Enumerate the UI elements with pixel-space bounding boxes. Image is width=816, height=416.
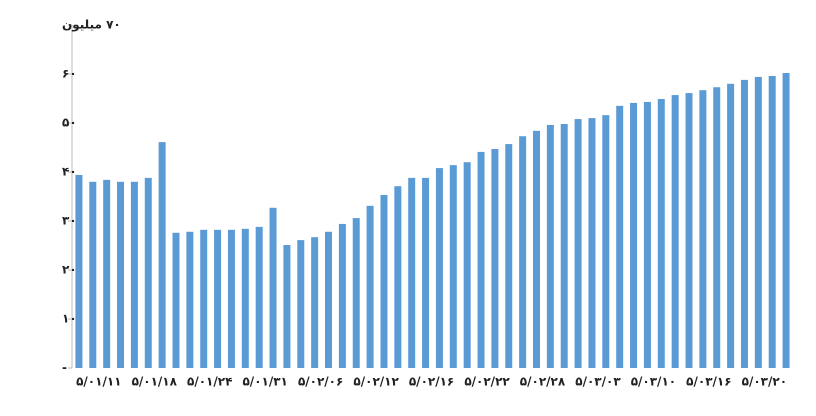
bar bbox=[768, 75, 776, 369]
bar bbox=[657, 98, 665, 369]
bar bbox=[75, 174, 83, 368]
bar bbox=[713, 87, 721, 368]
bar bbox=[630, 102, 638, 368]
x-tick-label: ۵/۰۳/۱۶ bbox=[686, 375, 731, 389]
bar bbox=[227, 229, 235, 368]
bar bbox=[255, 226, 263, 368]
y-tick-label: ۶۰ bbox=[62, 67, 77, 81]
bar bbox=[144, 177, 152, 368]
bar bbox=[754, 76, 762, 368]
bar bbox=[588, 118, 596, 368]
x-tick-label: ۵/۰۲/۱۲ bbox=[353, 375, 399, 389]
bar bbox=[380, 195, 388, 368]
bar bbox=[699, 90, 707, 369]
y-tick-label: ۳۰ bbox=[62, 214, 77, 228]
x-tick-label: ۵/۰۳/۱۰ bbox=[631, 375, 676, 389]
bar bbox=[158, 142, 166, 368]
bar bbox=[103, 179, 111, 368]
bar bbox=[186, 231, 194, 368]
bar bbox=[422, 177, 430, 368]
bar bbox=[532, 130, 540, 368]
bar bbox=[449, 165, 457, 368]
bar bbox=[366, 205, 374, 368]
bar bbox=[560, 123, 568, 368]
bar bbox=[130, 181, 138, 368]
y-tick-label: ۲۰ bbox=[62, 263, 77, 277]
bar bbox=[519, 136, 527, 368]
x-tick-label: ۵/۰۲/۲۸ bbox=[520, 375, 566, 389]
bar bbox=[602, 115, 610, 368]
bar bbox=[241, 228, 249, 368]
y-tick-label: ۱۰ bbox=[62, 312, 77, 326]
bar bbox=[117, 181, 125, 368]
bar bbox=[311, 237, 319, 368]
y-tick-label: ۷۰ میلیون bbox=[62, 18, 121, 33]
bar bbox=[574, 119, 582, 368]
bar bbox=[782, 73, 790, 369]
bar bbox=[200, 229, 208, 368]
x-tick-label: ۵/۰۱/۱۱ bbox=[76, 375, 121, 389]
bar bbox=[172, 232, 180, 368]
bar bbox=[297, 240, 305, 368]
y-tick-label: ۵۰ bbox=[62, 116, 77, 130]
bar bbox=[435, 168, 443, 368]
bar bbox=[671, 95, 679, 368]
bar bbox=[727, 83, 735, 369]
bar bbox=[352, 218, 360, 368]
bar bbox=[505, 144, 513, 368]
bar bbox=[491, 148, 499, 368]
bar bbox=[89, 181, 97, 368]
bar bbox=[463, 162, 471, 368]
bar bbox=[283, 245, 291, 368]
bar bbox=[214, 229, 222, 368]
x-tick-label: ۵/۰۲/۲۲ bbox=[464, 375, 510, 389]
bar bbox=[740, 79, 748, 368]
x-tick-label: ۵/۰۱/۱۸ bbox=[132, 375, 178, 389]
x-tick-label: ۵/۰۲/۰۶ bbox=[298, 375, 343, 389]
bar bbox=[546, 124, 554, 369]
bar bbox=[394, 186, 402, 368]
bar bbox=[325, 231, 333, 368]
bar bbox=[616, 105, 624, 368]
x-tick-label: ۵/۰۲/۱۶ bbox=[409, 375, 454, 389]
y-tick-label: ۴۰ bbox=[62, 165, 77, 179]
bar bbox=[477, 151, 485, 368]
x-tick-label: ۵/۰۳/۰۳ bbox=[575, 375, 621, 389]
bar bbox=[269, 207, 277, 368]
bar bbox=[685, 93, 693, 369]
x-tick-label: ۵/۰۱/۳۱ bbox=[242, 375, 287, 389]
bar bbox=[643, 101, 651, 369]
x-tick-label: ۵/۰۳/۲۰ bbox=[742, 375, 787, 389]
bar bbox=[338, 223, 346, 368]
y-tick-label: - bbox=[62, 361, 67, 375]
x-tick-label: ۵/۰۱/۲۴ bbox=[187, 375, 232, 389]
bar bbox=[408, 177, 416, 368]
